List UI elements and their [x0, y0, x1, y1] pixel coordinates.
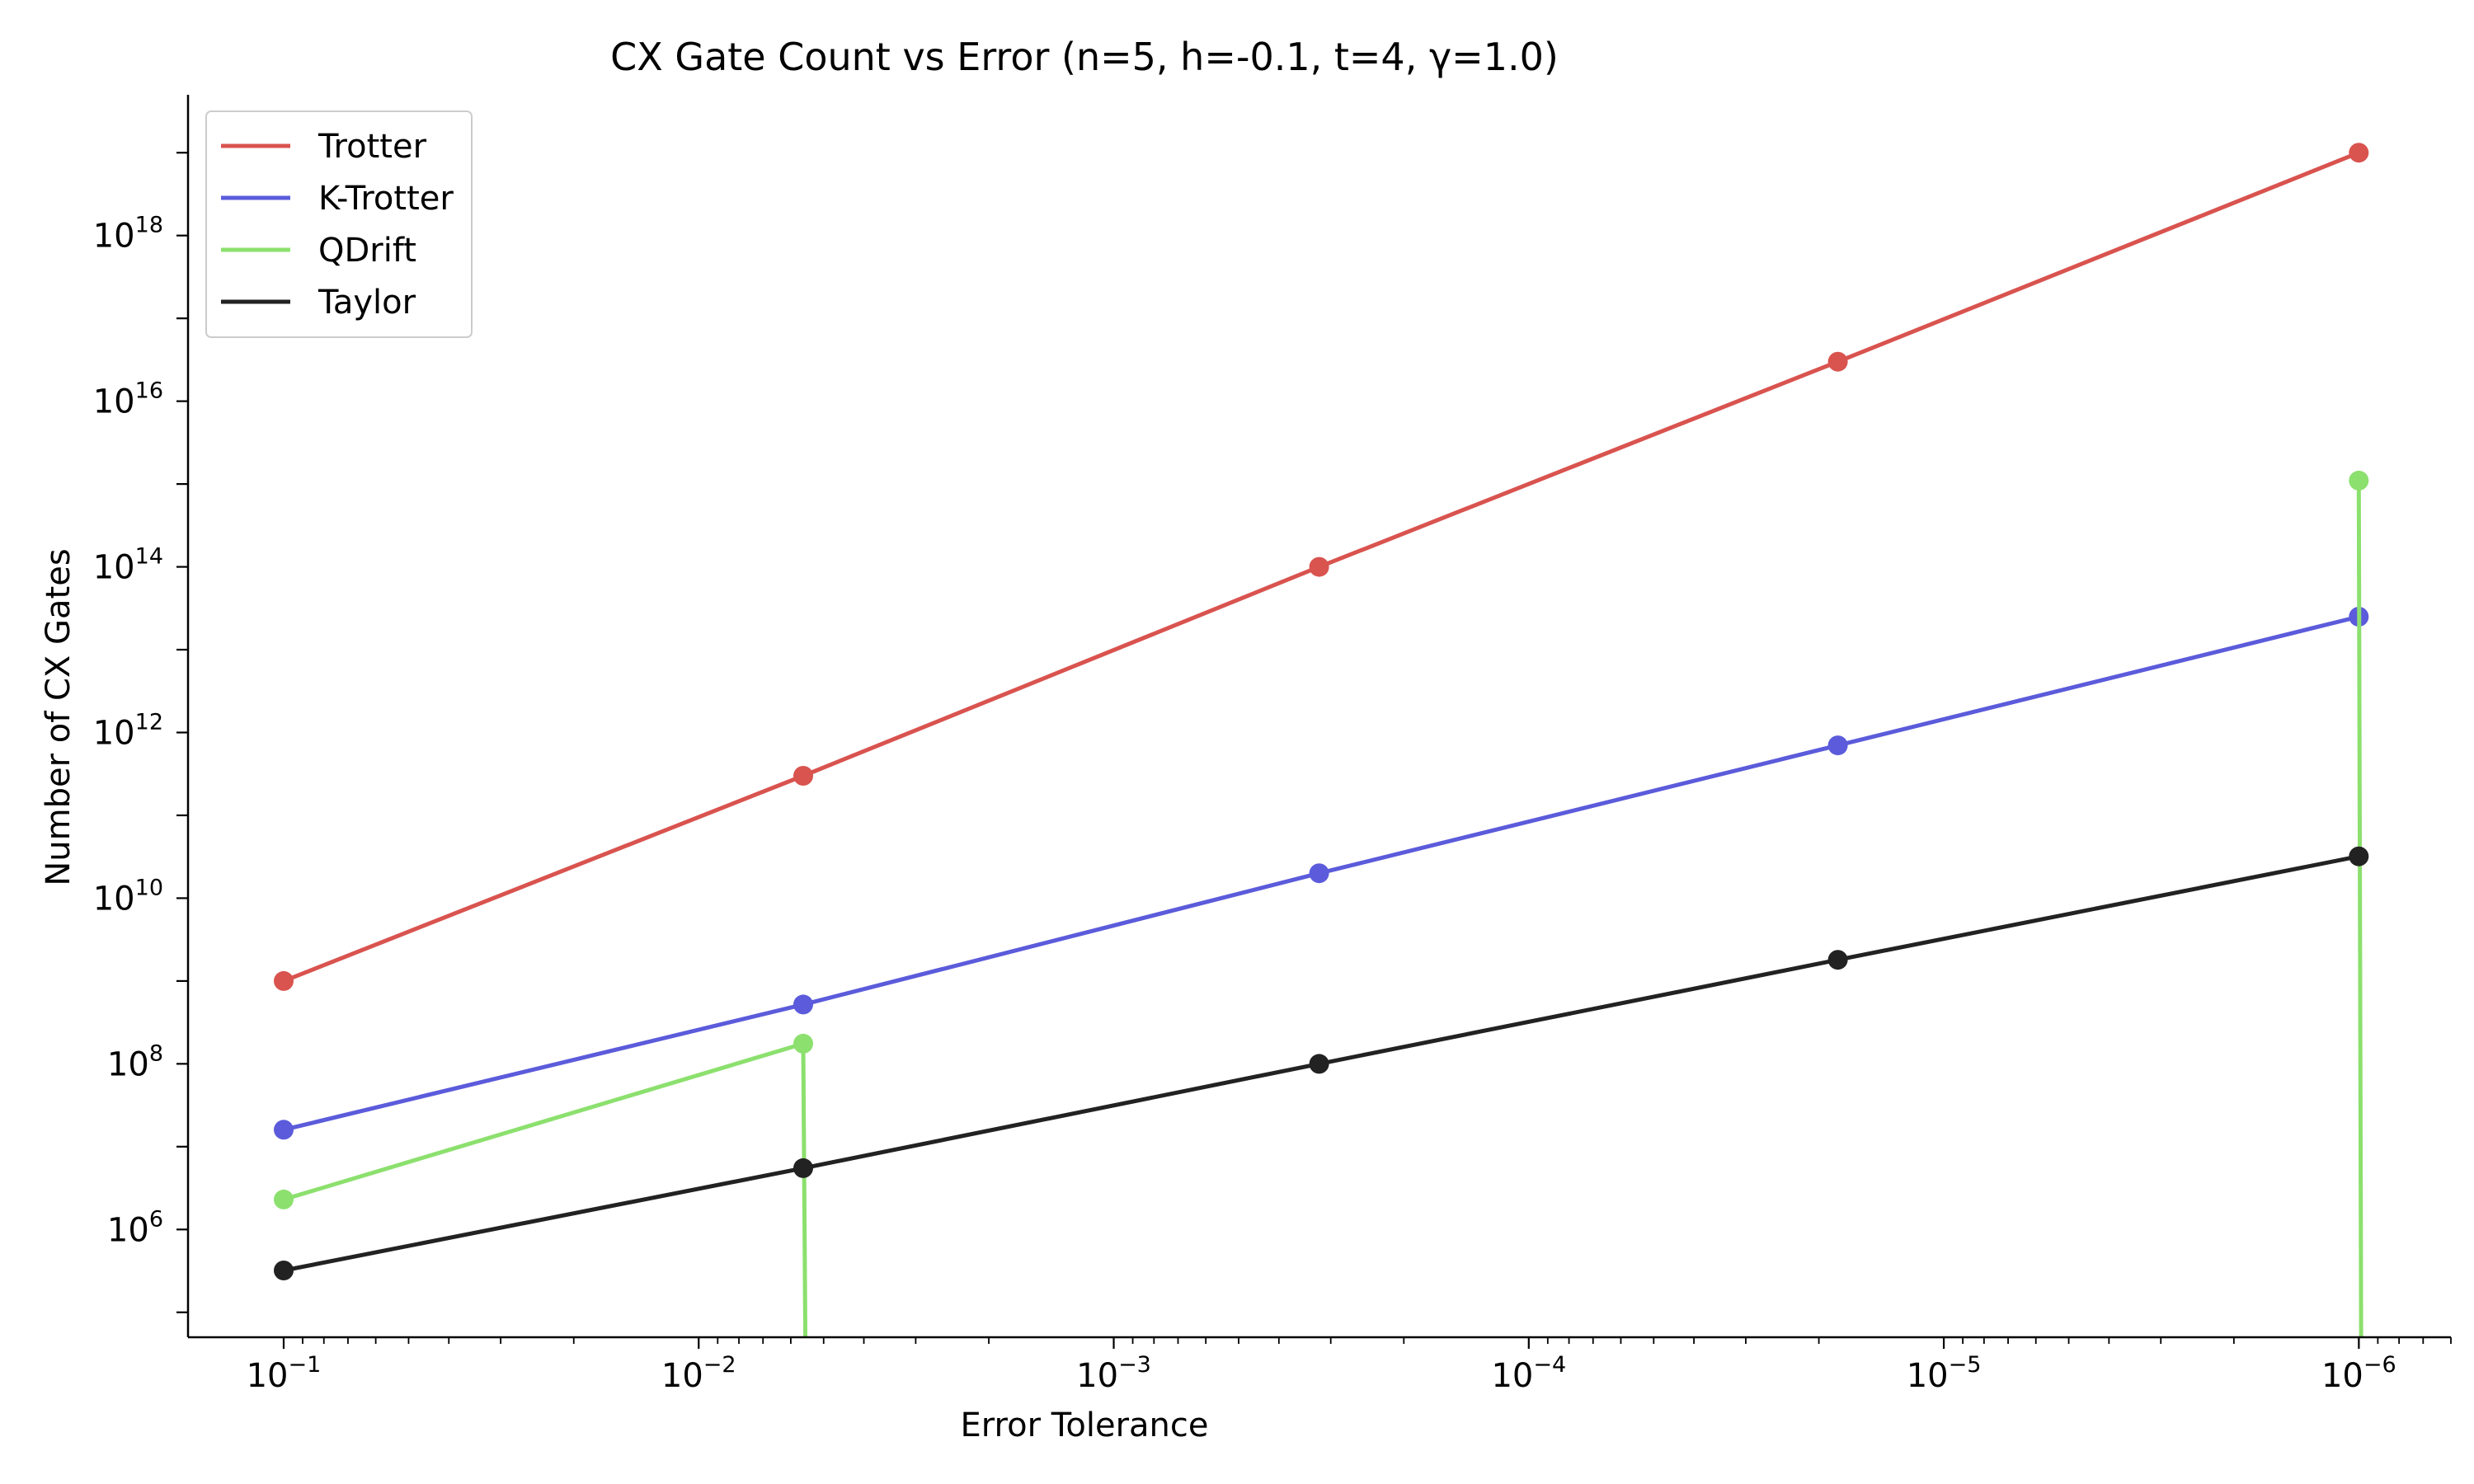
y-tick-label: 1016 — [93, 378, 163, 421]
data-point-taylor-4 — [2349, 846, 2369, 866]
y-tick-label: 1018 — [93, 213, 163, 256]
y-tick-label: 106 — [107, 1206, 163, 1249]
x-tick-label: 10−4 — [1491, 1352, 1566, 1395]
legend-label-taylor: Taylor — [317, 284, 416, 322]
data-point-trotter-2 — [1309, 556, 1329, 577]
data-point-k-trotter-1 — [793, 994, 813, 1015]
data-point-trotter-1 — [793, 766, 813, 786]
plot-area — [274, 143, 2369, 1337]
data-point-taylor-2 — [1309, 1054, 1329, 1074]
data-point-taylor-0 — [274, 1261, 294, 1280]
data-point-qdrift-1 — [793, 1033, 813, 1054]
y-tick-label: 108 — [107, 1040, 163, 1083]
data-point-k-trotter-3 — [1827, 735, 1848, 756]
legend-label-qdrift: QDrift — [318, 232, 416, 270]
data-point-k-trotter-0 — [274, 1120, 294, 1140]
x-tick-label: 10−5 — [1907, 1352, 1982, 1395]
data-point-trotter-0 — [274, 970, 294, 991]
data-point-taylor-1 — [793, 1158, 813, 1178]
series-line-qdrift — [281, 478, 2363, 1337]
y-tick-label: 1012 — [93, 709, 163, 752]
data-point-trotter-3 — [1827, 351, 1848, 372]
legend: Trotter K-Trotter QDrift Taylor — [205, 110, 473, 338]
y-axis-label: Number of CX Gates — [40, 548, 78, 885]
x-tick-label: 10−2 — [661, 1352, 736, 1395]
data-point-taylor-3 — [1827, 950, 1848, 970]
data-point-qdrift-0 — [274, 1189, 294, 1209]
y-tick-label: 1014 — [93, 544, 163, 587]
axes: 10−1 10−2 10−3 10−4 10−5 10−6 106 108 1010 1012 10… — [93, 95, 2452, 1395]
x-tick-label: 10−1 — [247, 1352, 322, 1395]
legend-box — [205, 110, 473, 338]
legend-label-k-trotter: K-Trotter — [318, 180, 454, 218]
legend-label-trotter: Trotter — [317, 128, 427, 166]
chart-title: CX Gate Count vs Error (n=5, h=-0.1, t=4… — [610, 35, 1559, 79]
data-point-qdrift-4 — [2349, 470, 2369, 491]
x-axis-label: Error Tolerance — [961, 1407, 1209, 1444]
data-point-trotter-4 — [2349, 143, 2369, 163]
y-tick-label: 1010 — [93, 875, 163, 918]
x-tick-label: 10−6 — [2321, 1352, 2396, 1395]
data-point-k-trotter-2 — [1309, 863, 1329, 884]
x-tick-label: 10−3 — [1076, 1352, 1151, 1395]
